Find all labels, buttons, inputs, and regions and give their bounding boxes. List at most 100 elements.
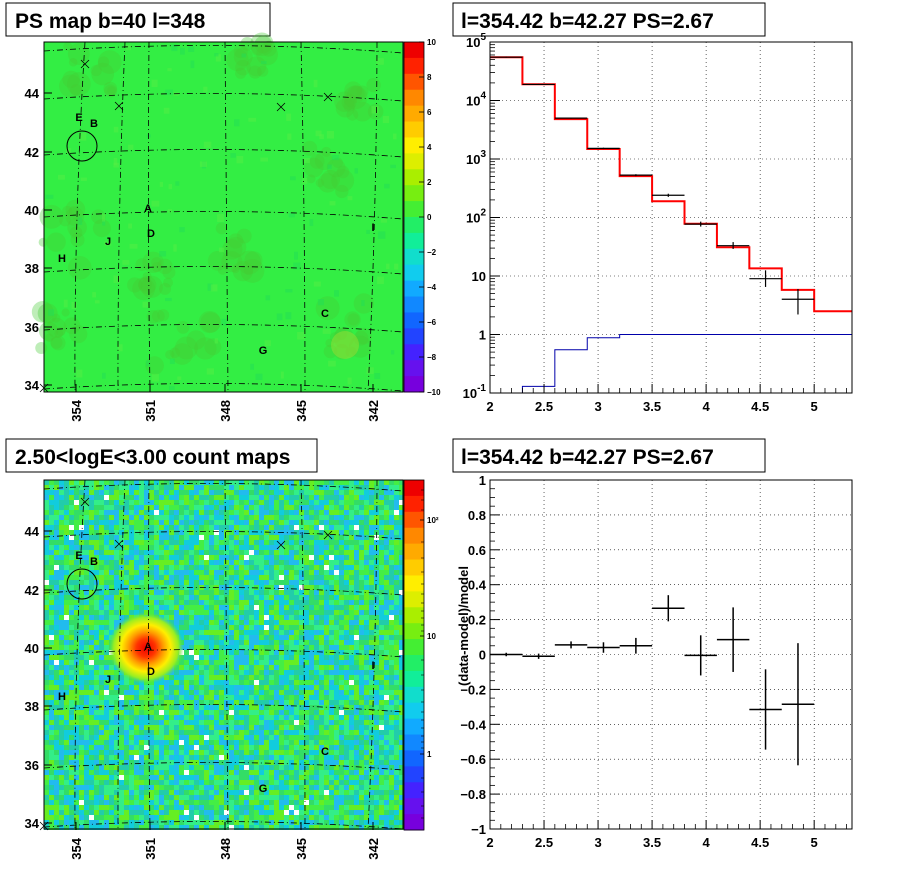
count-pixel — [314, 625, 319, 630]
count-pixel — [114, 745, 119, 750]
count-pixel — [259, 520, 264, 525]
count-pixel — [354, 660, 359, 665]
count-pixel — [94, 630, 99, 635]
count-pixel — [79, 670, 84, 675]
texture-blob — [165, 349, 175, 360]
count-pixel — [314, 775, 319, 780]
count-pixel — [249, 780, 254, 785]
count-pixel — [164, 510, 169, 515]
count-pixel — [279, 780, 284, 785]
count-pixel — [224, 520, 229, 525]
count-pixel — [364, 605, 369, 610]
count-pixel — [79, 490, 84, 495]
texture-blob — [151, 257, 162, 268]
count-pixel — [249, 500, 254, 505]
count-pixel — [339, 775, 344, 780]
texture-blob — [103, 81, 118, 96]
count-pixel — [59, 480, 64, 485]
texture-blob — [350, 86, 363, 99]
count-pixel — [59, 540, 64, 545]
texture-speck — [376, 58, 384, 65]
texture-speck — [122, 260, 130, 265]
count-pixel — [94, 700, 99, 705]
count-pixel — [234, 550, 239, 555]
count-pixel — [264, 620, 269, 625]
count-pixel — [264, 480, 269, 485]
count-pixel — [129, 510, 134, 515]
colorbar-cell — [404, 312, 424, 329]
count-pixel — [89, 610, 94, 615]
count-pixel — [249, 675, 254, 680]
count-pixel — [359, 660, 364, 665]
count-pixel — [239, 490, 244, 495]
count-pixel — [249, 595, 254, 600]
count-pixel — [114, 490, 119, 495]
count-pixel — [354, 710, 359, 715]
count-pixel — [74, 770, 79, 775]
count-pixel — [164, 535, 169, 540]
count-pixel — [194, 600, 199, 605]
count-pixel — [189, 655, 194, 660]
count-pixel — [389, 655, 394, 660]
count-pixel — [194, 645, 199, 650]
count-pixel — [99, 505, 104, 510]
count-pixel — [179, 625, 184, 630]
count-pixel — [229, 580, 234, 585]
count-pixel — [284, 675, 289, 680]
count-pixel — [174, 735, 179, 740]
count-pixel — [329, 690, 334, 695]
count-pixel — [204, 515, 209, 520]
texture-speck — [294, 251, 298, 260]
count-pixel — [384, 690, 389, 695]
count-pixel — [344, 705, 349, 710]
count-pixel — [399, 695, 404, 700]
count-pixel — [209, 615, 214, 620]
count-pixel — [64, 540, 69, 545]
count-pixel — [159, 720, 164, 725]
count-pixel — [119, 710, 124, 715]
count-pixel — [184, 575, 189, 580]
count-pixel — [54, 650, 59, 655]
count-pixel — [399, 575, 404, 580]
count-pixel — [244, 755, 249, 760]
count-pixel — [139, 480, 144, 485]
count-pixel — [354, 525, 359, 530]
count-pixel — [269, 555, 274, 560]
count-pixel — [129, 690, 134, 695]
texture-speck — [206, 368, 215, 375]
count-pixel — [69, 760, 74, 765]
count-pixel — [84, 785, 89, 790]
spectrum-title-box — [452, 2, 766, 37]
count-pixel — [249, 665, 254, 670]
count-pixel — [319, 705, 324, 710]
count-pixel — [139, 745, 144, 750]
count-pixel — [124, 545, 129, 550]
count-pixel — [354, 655, 359, 660]
count-pixel — [149, 505, 154, 510]
count-pixel — [369, 775, 374, 780]
count-pixel — [369, 505, 374, 510]
count-pixel — [154, 515, 159, 520]
count-pixel — [309, 765, 314, 770]
count-pixel — [259, 595, 264, 600]
count-pixel — [204, 680, 209, 685]
count-pixel — [109, 775, 114, 780]
count-pixel — [104, 515, 109, 520]
count-pixel — [229, 665, 234, 670]
count-pixel — [399, 515, 404, 520]
count-pixel — [179, 715, 184, 720]
count-pixel — [209, 655, 214, 660]
count-pixel — [254, 540, 259, 545]
count-pixel — [69, 710, 74, 715]
count-pixel — [69, 595, 74, 600]
count-pixel — [199, 650, 204, 655]
count-pixel — [309, 580, 314, 585]
count-pixel — [239, 715, 244, 720]
count-pixel — [219, 640, 224, 645]
count-pixel — [264, 485, 269, 490]
count-pixel — [79, 750, 84, 755]
count-pixel — [254, 650, 259, 655]
count-pixel — [174, 770, 179, 775]
count-pixel — [214, 590, 219, 595]
count-pixel — [149, 710, 154, 715]
